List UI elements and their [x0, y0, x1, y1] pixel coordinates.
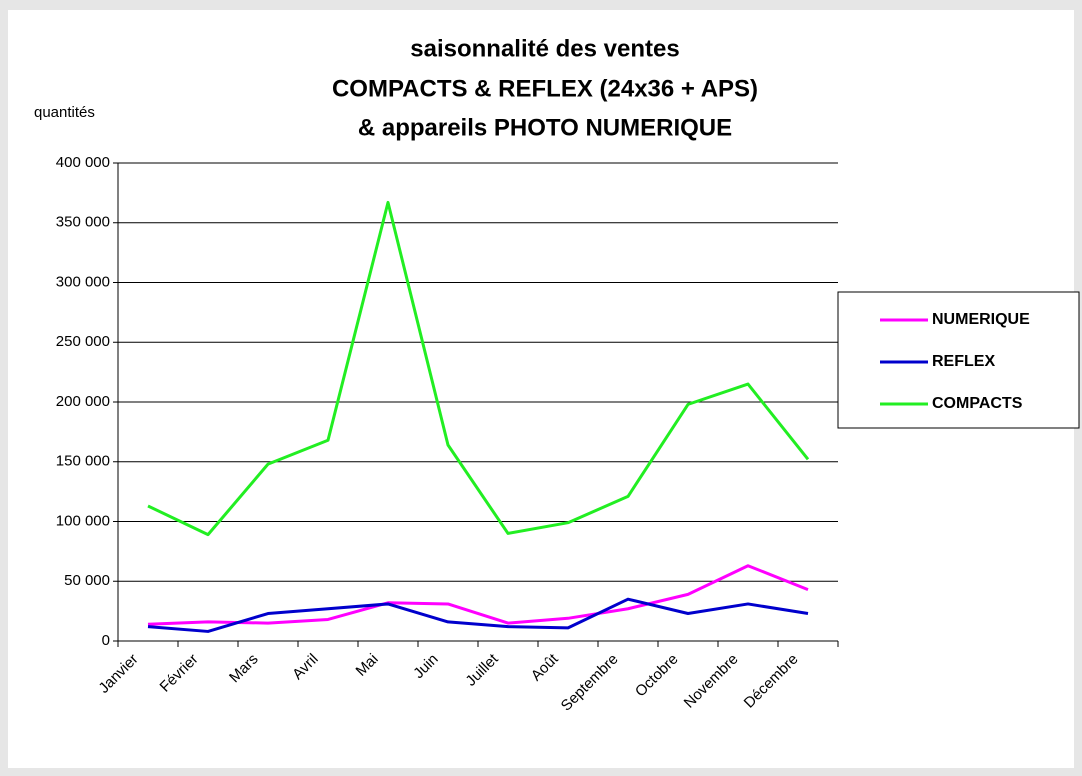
chart-title: & appareils PHOTO NUMERIQUE: [358, 114, 732, 141]
y-tick-label: 400 000: [56, 154, 110, 171]
y-tick-label: 150 000: [56, 453, 110, 470]
y-tick-label: 100 000: [56, 512, 110, 529]
series-line: [147, 564, 809, 626]
legend-label: NUMERIQUE: [932, 311, 1030, 328]
legend-box: [837, 291, 1080, 429]
legend-label: REFLEX: [932, 353, 995, 370]
y-tick-label: 300 000: [56, 273, 110, 290]
series-line: [147, 200, 810, 537]
y-tick-label: 50 000: [64, 572, 110, 589]
y-tick-label: 350 000: [56, 214, 110, 231]
series-line: [147, 597, 809, 633]
legend-label: COMPACTS: [932, 395, 1023, 412]
y-tick-label: 250 000: [56, 333, 110, 350]
y-tick-label: 200 000: [56, 393, 110, 410]
chart-title: saisonnalité des ventes: [410, 35, 679, 62]
y-axis-label: quantités: [34, 104, 95, 121]
y-tick-label: 0: [102, 632, 110, 649]
chart-title: COMPACTS & REFLEX (24x36 + APS): [332, 75, 758, 102]
